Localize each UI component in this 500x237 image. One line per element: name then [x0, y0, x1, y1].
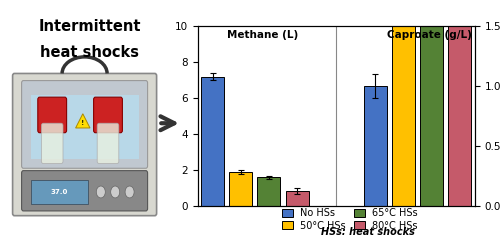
Bar — [364, 86, 387, 206]
Text: Methane (L): Methane (L) — [227, 30, 298, 40]
FancyBboxPatch shape — [38, 97, 66, 133]
Polygon shape — [76, 114, 90, 128]
FancyBboxPatch shape — [30, 95, 138, 159]
Bar — [202, 77, 224, 206]
FancyBboxPatch shape — [94, 97, 122, 133]
Bar — [448, 0, 471, 206]
Text: Intermittent: Intermittent — [39, 19, 142, 34]
FancyBboxPatch shape — [30, 180, 88, 204]
Bar — [392, 0, 415, 206]
Bar — [258, 177, 280, 206]
Circle shape — [125, 186, 134, 198]
FancyBboxPatch shape — [12, 73, 156, 216]
Legend: No HSs, 50°C HSs, 65°C HSs, 80°C HSs: No HSs, 50°C HSs, 65°C HSs, 80°C HSs — [278, 204, 422, 234]
Bar — [230, 172, 252, 206]
Circle shape — [110, 186, 120, 198]
Text: Caproate (g/L): Caproate (g/L) — [386, 30, 472, 40]
FancyBboxPatch shape — [22, 171, 148, 211]
FancyBboxPatch shape — [42, 123, 63, 164]
FancyBboxPatch shape — [97, 123, 119, 164]
Text: heat shocks: heat shocks — [40, 45, 140, 60]
Text: HSs: heat shocks: HSs: heat shocks — [320, 227, 414, 237]
Text: 37.0: 37.0 — [50, 189, 68, 195]
Text: !: ! — [81, 120, 84, 126]
FancyBboxPatch shape — [22, 81, 148, 168]
Circle shape — [96, 186, 106, 198]
Bar — [420, 0, 443, 206]
Bar — [286, 191, 308, 206]
